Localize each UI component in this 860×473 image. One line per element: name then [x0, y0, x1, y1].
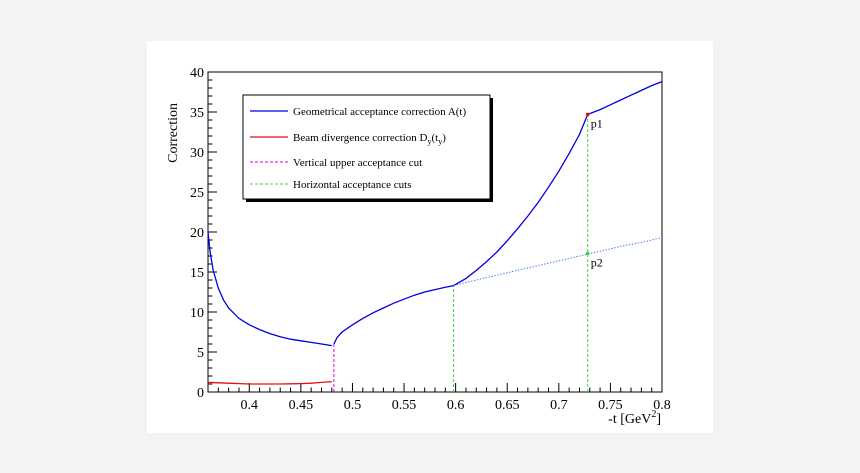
y-tick-label: 30	[190, 146, 204, 161]
y-tick-label: 5	[197, 346, 204, 361]
y-tick-label: 25	[190, 186, 204, 201]
series-layer	[207, 80, 663, 392]
y-axis-title: Correction	[166, 103, 181, 163]
series-line	[207, 231, 332, 347]
legend-box	[242, 94, 491, 200]
y-tick-label: 15	[190, 266, 204, 281]
legend-label-vertical-cut: Vertical upper acceptance cut	[293, 157, 422, 169]
correction-chart: 0.4 0.45 0.5 0.55 0.6 0.65 0.7 0.75 0.8 0 5 10 15 20 2…	[166, 66, 671, 427]
y-tick-label: 40	[190, 66, 204, 81]
y-tick-label: 35	[190, 106, 204, 121]
point-marker	[585, 251, 590, 256]
point-label: p2	[591, 256, 603, 270]
legend-label-geometrical: Geometrical acceptance correction A(t)	[293, 106, 466, 118]
x-tick-label: 0.55	[392, 398, 417, 413]
series-line	[207, 380, 332, 385]
x-tick-label: 0.65	[495, 398, 520, 413]
series-line	[453, 237, 663, 287]
plot-canvas: 0.4 0.45 0.5 0.55 0.6 0.65 0.7 0.75 0.8 0 5 10 15 20 2…	[147, 41, 713, 433]
axis-ticks: 0.4 0.45 0.5 0.55 0.6 0.65 0.7 0.75 0.8 0 5 10 15 20 2…	[190, 66, 671, 413]
point-marker	[585, 112, 590, 117]
x-tick-label: 0.7	[550, 398, 568, 413]
x-axis-title: -t [GeV2]	[608, 409, 661, 427]
legend-label-beam-divergence: Beam divergence correction Dy(ty)	[293, 132, 446, 146]
y-tick-label: 10	[190, 306, 204, 321]
x-tick-label: 0.45	[289, 398, 314, 413]
series-line	[333, 80, 663, 345]
legend: Geometrical acceptance correction A(t) B…	[242, 94, 493, 202]
x-tick-label: 0.6	[447, 398, 465, 413]
point-label: p1	[591, 116, 603, 130]
x-tick-label: 0.4	[241, 398, 259, 413]
y-tick-label: 20	[190, 226, 204, 241]
x-tick-label: 0.8	[653, 398, 671, 413]
legend-label-horizontal-cuts: Horizontal acceptance cuts	[293, 179, 412, 191]
y-tick-label: 0	[197, 386, 204, 401]
x-tick-label: 0.75	[598, 398, 623, 413]
annotation-layer: p1 p2	[585, 112, 603, 270]
x-tick-label: 0.5	[344, 398, 362, 413]
